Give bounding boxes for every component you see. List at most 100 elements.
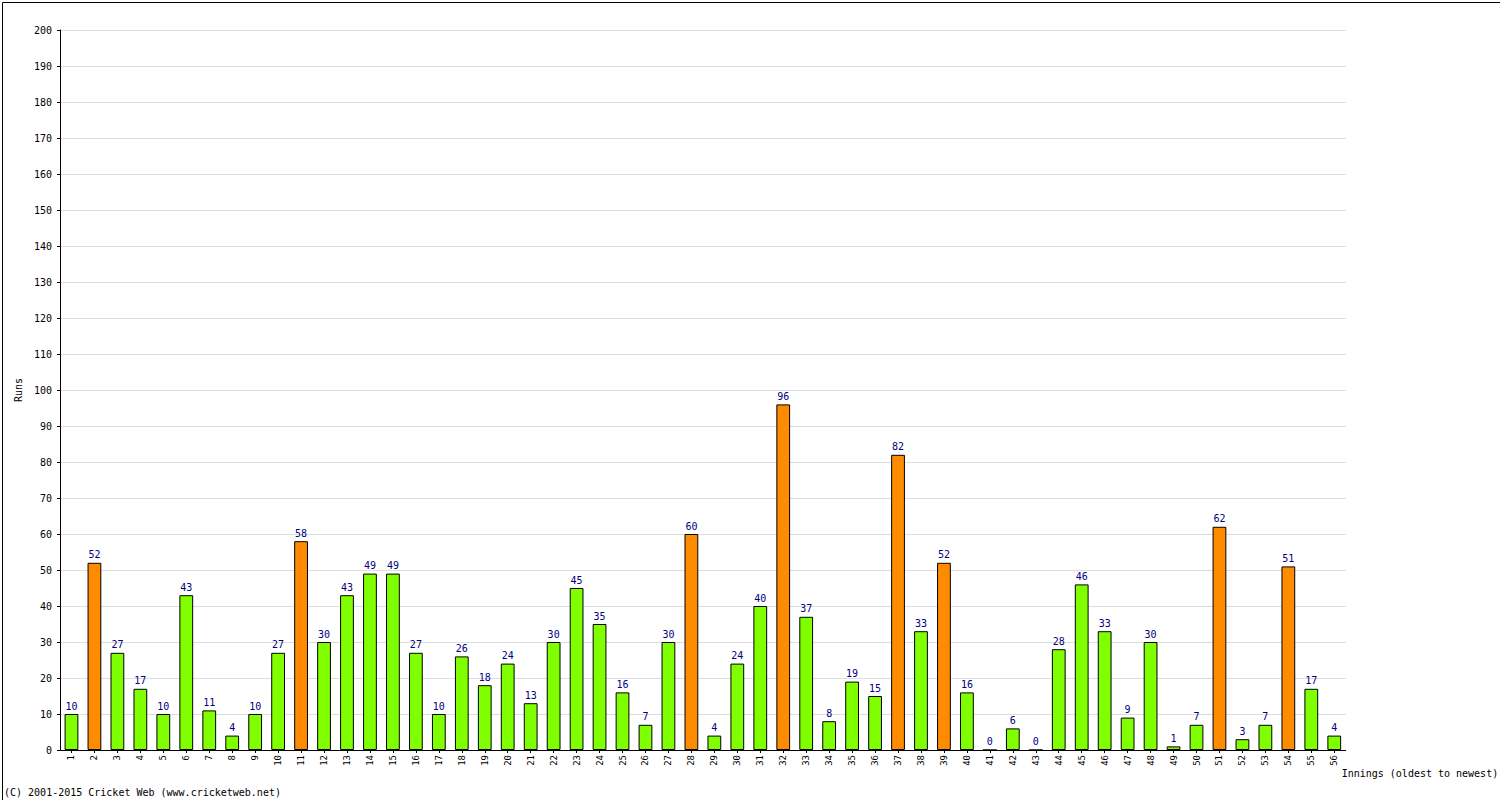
svg-text:53: 53: [1260, 755, 1270, 766]
svg-text:18: 18: [479, 672, 491, 683]
svg-text:10: 10: [157, 701, 169, 712]
svg-text:24: 24: [502, 650, 514, 661]
svg-text:15: 15: [869, 683, 881, 694]
svg-text:110: 110: [34, 349, 52, 360]
svg-text:62: 62: [1213, 513, 1225, 524]
svg-text:51: 51: [1282, 553, 1294, 564]
svg-text:70: 70: [40, 493, 52, 504]
svg-text:35: 35: [594, 611, 606, 622]
svg-text:30: 30: [548, 629, 560, 640]
svg-text:160: 160: [34, 169, 52, 180]
svg-text:150: 150: [34, 205, 52, 216]
svg-text:46: 46: [1100, 755, 1110, 766]
svg-text:82: 82: [892, 441, 904, 452]
svg-text:Innings (oldest to newest): Innings (oldest to newest): [1342, 768, 1499, 779]
svg-text:6: 6: [1010, 715, 1016, 726]
svg-text:10: 10: [40, 709, 52, 720]
svg-text:49: 49: [1169, 755, 1179, 766]
svg-text:5: 5: [158, 755, 168, 760]
svg-text:43: 43: [180, 582, 192, 593]
svg-text:170: 170: [34, 133, 52, 144]
svg-text:40: 40: [962, 755, 972, 766]
svg-text:24: 24: [595, 755, 605, 766]
svg-text:30: 30: [40, 637, 52, 648]
svg-text:25: 25: [618, 755, 628, 766]
svg-text:7: 7: [1262, 711, 1268, 722]
svg-text:27: 27: [663, 755, 673, 766]
svg-text:58: 58: [295, 528, 307, 539]
svg-text:9: 9: [250, 755, 260, 760]
svg-text:0: 0: [46, 745, 52, 756]
svg-text:4: 4: [711, 722, 717, 733]
svg-text:17: 17: [134, 675, 146, 686]
svg-text:7: 7: [204, 755, 214, 760]
svg-text:4: 4: [135, 755, 145, 760]
svg-text:Runs: Runs: [13, 378, 24, 402]
svg-text:26: 26: [640, 755, 650, 766]
svg-text:33: 33: [801, 755, 811, 766]
svg-text:40: 40: [40, 601, 52, 612]
svg-text:8: 8: [227, 755, 237, 760]
svg-text:39: 39: [939, 755, 949, 766]
svg-text:9: 9: [1125, 704, 1131, 715]
svg-text:31: 31: [755, 755, 765, 766]
svg-text:26: 26: [456, 643, 468, 654]
svg-text:(C) 2001-2015 Cricket Web (www: (C) 2001-2015 Cricket Web (www.cricketwe…: [4, 787, 281, 798]
svg-text:6: 6: [181, 755, 191, 760]
svg-text:80: 80: [40, 457, 52, 468]
svg-text:52: 52: [88, 549, 100, 560]
svg-text:30: 30: [732, 755, 742, 766]
svg-text:52: 52: [938, 549, 950, 560]
svg-text:19: 19: [846, 668, 858, 679]
svg-text:28: 28: [1053, 636, 1065, 647]
svg-text:14: 14: [365, 755, 375, 766]
svg-text:20: 20: [503, 755, 513, 766]
svg-text:21: 21: [526, 755, 536, 766]
svg-text:15: 15: [388, 755, 398, 766]
svg-text:0: 0: [1033, 736, 1039, 747]
svg-text:96: 96: [777, 391, 789, 402]
svg-text:28: 28: [686, 755, 696, 766]
svg-text:16: 16: [411, 755, 421, 766]
svg-text:45: 45: [1077, 755, 1087, 766]
svg-text:10: 10: [65, 701, 77, 712]
svg-text:7: 7: [642, 711, 648, 722]
svg-text:60: 60: [685, 521, 697, 532]
svg-text:37: 37: [800, 603, 812, 614]
svg-text:1: 1: [1171, 733, 1177, 744]
svg-text:20: 20: [40, 673, 52, 684]
svg-text:1: 1: [66, 755, 76, 760]
svg-text:54: 54: [1283, 755, 1293, 766]
svg-text:17: 17: [434, 755, 444, 766]
svg-text:10: 10: [433, 701, 445, 712]
svg-text:16: 16: [616, 679, 628, 690]
svg-text:30: 30: [1145, 629, 1157, 640]
svg-text:29: 29: [709, 755, 719, 766]
svg-text:52: 52: [1237, 755, 1247, 766]
svg-text:40: 40: [754, 593, 766, 604]
svg-text:180: 180: [34, 97, 52, 108]
svg-text:37: 37: [893, 755, 903, 766]
svg-text:10: 10: [273, 755, 283, 766]
svg-text:130: 130: [34, 277, 52, 288]
svg-text:16: 16: [961, 679, 973, 690]
svg-text:7: 7: [1193, 711, 1199, 722]
svg-text:45: 45: [571, 575, 583, 586]
svg-text:90: 90: [40, 421, 52, 432]
svg-text:43: 43: [1031, 755, 1041, 766]
svg-text:36: 36: [870, 755, 880, 766]
svg-text:32: 32: [778, 755, 788, 766]
svg-text:50: 50: [1192, 755, 1202, 766]
svg-text:11: 11: [296, 755, 306, 766]
svg-text:18: 18: [457, 755, 467, 766]
svg-text:33: 33: [915, 618, 927, 629]
svg-text:4: 4: [1331, 722, 1337, 733]
svg-text:27: 27: [410, 639, 422, 650]
svg-text:41: 41: [985, 755, 995, 766]
svg-text:4: 4: [229, 722, 235, 733]
svg-text:46: 46: [1076, 571, 1088, 582]
svg-text:11: 11: [203, 697, 215, 708]
svg-text:27: 27: [272, 639, 284, 650]
svg-text:35: 35: [847, 755, 857, 766]
svg-text:13: 13: [525, 690, 537, 701]
